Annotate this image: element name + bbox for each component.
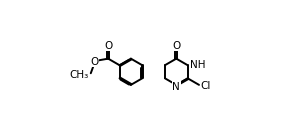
Text: N: N [172, 82, 180, 92]
Text: Cl: Cl [201, 81, 211, 91]
Text: CH₃: CH₃ [69, 70, 89, 80]
Text: O: O [91, 57, 99, 67]
Text: NH: NH [190, 60, 205, 70]
Text: O: O [173, 41, 181, 51]
Text: O: O [104, 41, 113, 51]
